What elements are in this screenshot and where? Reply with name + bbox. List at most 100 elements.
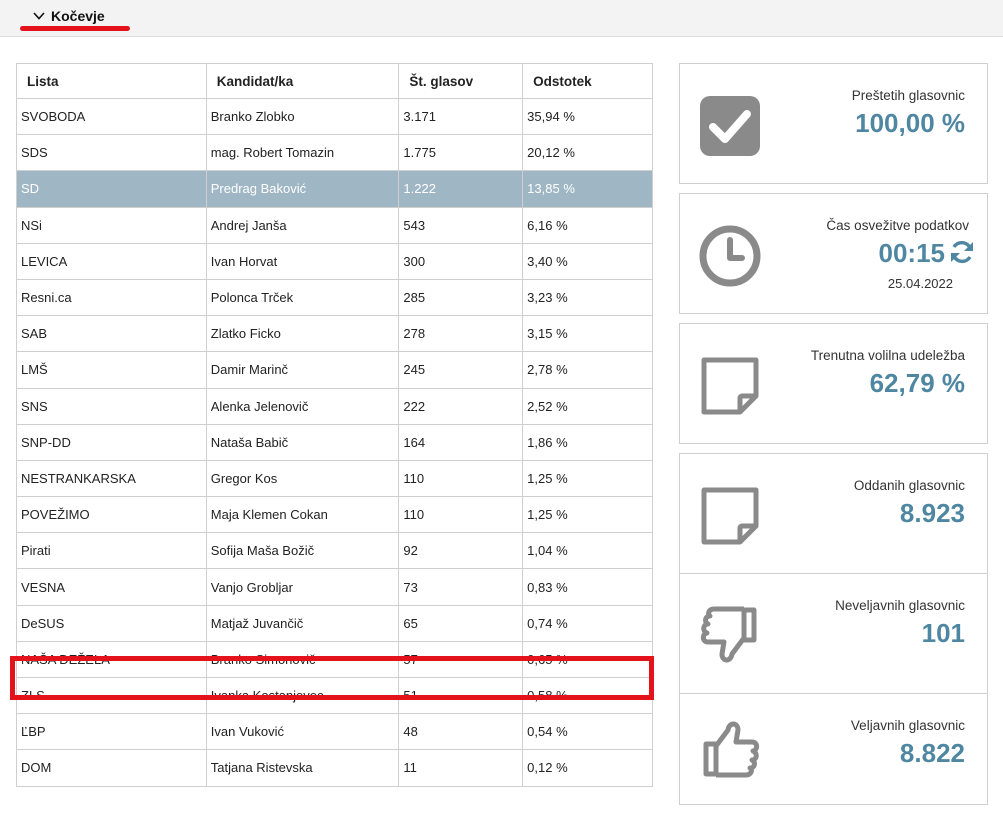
clock-icon xyxy=(699,225,761,287)
annotation-underline xyxy=(20,26,130,31)
card-value: 101 xyxy=(921,618,965,648)
cell-votes: 51 xyxy=(398,676,524,715)
cell-candidate: Vanjo Grobljar xyxy=(205,568,400,606)
cell-list: NSi xyxy=(16,206,207,244)
table-row[interactable]: POVEŽIMO Maja Klemen Cokan 110 1,25 % xyxy=(16,496,653,534)
column-header-candidate[interactable]: Kandidat/ka xyxy=(205,63,400,99)
cell-list: LEVICA xyxy=(16,242,207,280)
cell-candidate: Alenka Jelenovič xyxy=(205,387,400,425)
cell-candidate: Andrej Janša xyxy=(205,206,400,244)
cell-votes: 245 xyxy=(398,351,524,389)
cell-votes: 543 xyxy=(398,206,524,244)
table-row[interactable]: DOM Tatjana Ristevska 11 0,12 % xyxy=(16,749,653,787)
cell-percent: 0,12 % xyxy=(522,749,653,787)
table-row[interactable]: SD Predrag Baković 1.222 13,85 % xyxy=(16,170,653,208)
table-row[interactable]: SNP-DD Nataša Babič 164 1,86 % xyxy=(16,423,653,461)
cell-percent: 2,78 % xyxy=(522,351,653,389)
cell-list: SNP-DD xyxy=(16,423,207,461)
cell-votes: 3.171 xyxy=(398,97,524,136)
thumbs-up-icon xyxy=(703,721,760,778)
table-row[interactable]: NSi Andrej Janša 543 6,16 % xyxy=(16,206,653,244)
thumbs-down-icon xyxy=(700,606,757,663)
cell-candidate: Nataša Babič xyxy=(205,423,400,461)
cell-list: Resni.ca xyxy=(16,278,207,317)
cell-list: NAŠA DEŽELA xyxy=(16,640,207,679)
cell-candidate: Ivanka Kostanjevec xyxy=(205,676,400,715)
cell-list: LMŠ xyxy=(16,351,207,389)
column-header-percent[interactable]: Odstotek xyxy=(522,63,653,99)
results-table: Lista Kandidat/ka Št. glasov Odstotek SV… xyxy=(16,63,653,787)
cell-candidate: Matjaž Juvančič xyxy=(205,604,400,642)
cell-votes: 65 xyxy=(398,604,524,642)
table-row[interactable]: VESNA Vanjo Grobljar 73 0,83 % xyxy=(16,568,653,606)
cell-list: SNS xyxy=(16,387,207,425)
table-row[interactable]: SAB Zlatko Ficko 278 3,15 % xyxy=(16,315,653,353)
cell-votes: 11 xyxy=(398,749,524,787)
table-row[interactable]: NAŠA DEŽELA Branko Simonovič 57 0,65 % xyxy=(16,640,653,679)
cell-percent: 1,86 % xyxy=(522,423,653,461)
card-valid-ballots: Veljavnih glasovnic 8.822 xyxy=(679,693,988,805)
cell-votes: 164 xyxy=(398,423,524,461)
column-header-votes[interactable]: Št. glasov xyxy=(398,63,524,99)
table-row[interactable]: LMŠ Damir Marinč 245 2,78 % xyxy=(16,351,653,389)
table-row[interactable]: Resni.ca Polonca Trček 285 3,23 % xyxy=(16,278,653,317)
table-row[interactable]: LEVICA Ivan Horvat 300 3,40 % xyxy=(16,242,653,280)
card-label: Čas osvežitve podatkov xyxy=(826,218,969,233)
chevron-down-icon xyxy=(33,12,45,20)
cell-percent: 20,12 % xyxy=(522,134,653,172)
cell-candidate: Branko Simonovič xyxy=(205,640,400,679)
note-icon xyxy=(701,487,759,545)
cell-list: ZLS xyxy=(16,676,207,715)
cell-votes: 1.775 xyxy=(398,134,524,172)
cell-percent: 1,25 % xyxy=(522,496,653,534)
cell-candidate: Ivan Vuković xyxy=(205,713,400,751)
table-row[interactable]: DeSUS Matjaž Juvančič 65 0,74 % xyxy=(16,604,653,642)
cell-list: SD xyxy=(16,170,207,208)
cell-votes: 110 xyxy=(398,459,524,498)
cell-votes: 57 xyxy=(398,640,524,679)
card-label: Neveljavnih glasovnic xyxy=(835,598,965,613)
card-label: Preštetih glasovnic xyxy=(851,88,965,103)
cell-candidate: Sofija Maša Božič xyxy=(205,532,400,570)
table-row[interactable]: NESTRANKARSKA Gregor Kos 110 1,25 % xyxy=(16,459,653,498)
cell-percent: 1,25 % xyxy=(522,459,653,498)
cell-percent: 0,54 % xyxy=(522,713,653,751)
card-label: Veljavnih glasovnic xyxy=(850,718,965,733)
cell-votes: 1.222 xyxy=(398,170,524,208)
card-value: 100,00 % xyxy=(855,108,965,138)
cell-candidate: Tatjana Ristevska xyxy=(205,749,400,787)
cell-list: DeSUS xyxy=(16,604,207,642)
location-toggle[interactable]: Kočevje xyxy=(33,5,105,27)
refresh-icon[interactable] xyxy=(949,239,975,265)
cell-percent: 2,52 % xyxy=(522,387,653,425)
location-title: Kočevje xyxy=(51,8,105,24)
table-row[interactable]: ZLS Ivanka Kostanjevec 51 0,58 % xyxy=(16,676,653,715)
cell-percent: 3,15 % xyxy=(522,315,653,353)
cell-candidate: Branko Zlobko xyxy=(205,97,400,136)
top-bar: Kočevje xyxy=(0,0,1003,37)
column-header-list[interactable]: Lista xyxy=(16,63,207,99)
card-counted-ballots: Preštetih glasovnic 100,00 % xyxy=(679,63,988,184)
cell-list: VESNA xyxy=(16,568,207,606)
table-row[interactable]: ĽBP Ivan Vuković 48 0,54 % xyxy=(16,713,653,751)
cell-list: SVOBODA xyxy=(16,97,207,136)
card-cast-ballots: Oddanih glasovnic 8.923 xyxy=(679,453,988,574)
checkbox-checked-icon xyxy=(700,96,760,156)
cell-candidate: Predrag Baković xyxy=(205,170,400,208)
table-row[interactable]: SNS Alenka Jelenovič 222 2,52 % xyxy=(16,387,653,425)
card-label: Oddanih glasovnic xyxy=(853,478,965,493)
table-row[interactable]: SDS mag. Robert Tomazin 1.775 20,12 % xyxy=(16,134,653,172)
cell-votes: 110 xyxy=(398,496,524,534)
cell-votes: 300 xyxy=(398,242,524,280)
cell-candidate: Polonca Trček xyxy=(205,278,400,317)
card-value: 8.822 xyxy=(899,738,965,768)
cell-list: SAB xyxy=(16,315,207,353)
table-row[interactable]: Pirati Sofija Maša Božič 92 1,04 % xyxy=(16,532,653,570)
card-value-time: 00:15 xyxy=(879,238,976,269)
cell-percent: 1,04 % xyxy=(522,532,653,570)
cell-votes: 278 xyxy=(398,315,524,353)
table-row[interactable]: SVOBODA Branko Zlobko 3.171 35,94 % xyxy=(16,97,653,136)
table-header-row: Lista Kandidat/ka Št. glasov Odstotek xyxy=(16,63,653,99)
cell-candidate: Zlatko Ficko xyxy=(205,315,400,353)
cell-votes: 222 xyxy=(398,387,524,425)
